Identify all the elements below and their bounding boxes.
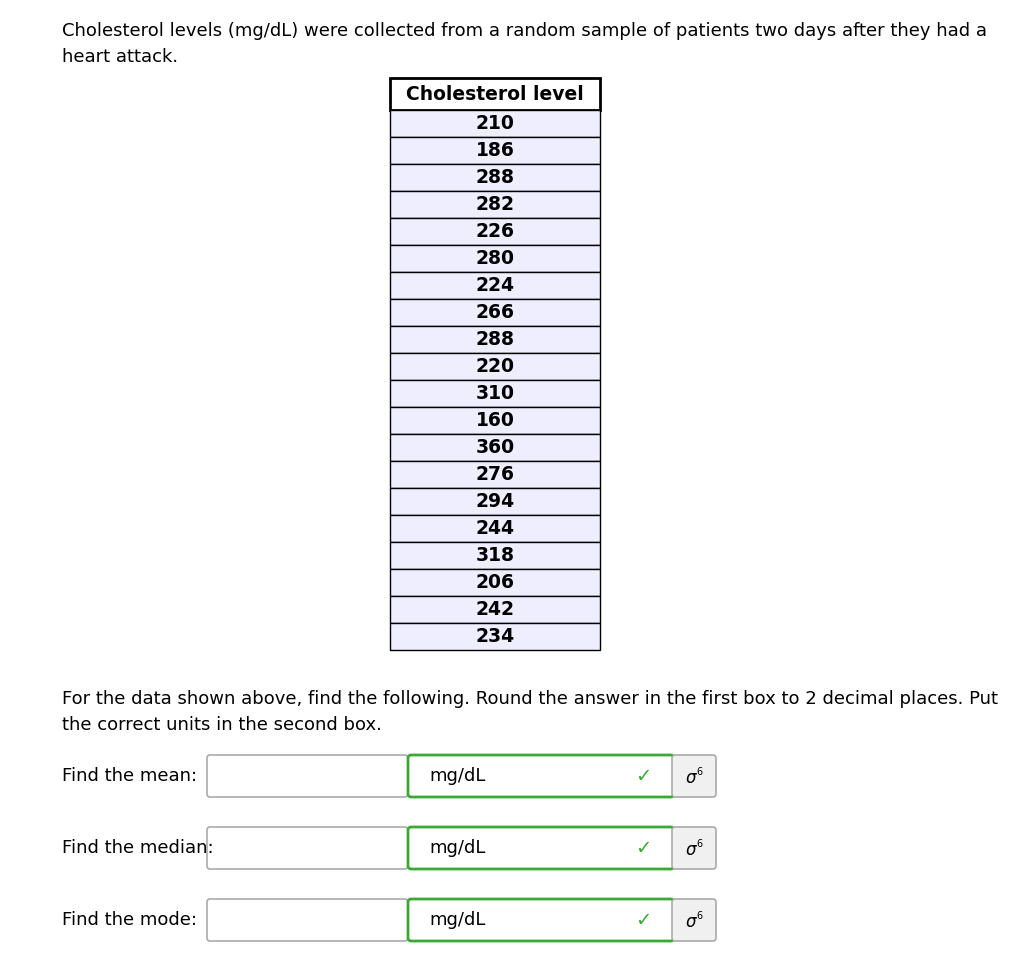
Bar: [390, 78, 600, 110]
FancyBboxPatch shape: [408, 755, 674, 797]
Text: mg/dL: mg/dL: [429, 839, 485, 857]
Bar: [390, 407, 600, 434]
Bar: [390, 110, 600, 137]
FancyBboxPatch shape: [672, 755, 716, 797]
Text: 6: 6: [696, 767, 702, 777]
Text: 280: 280: [475, 249, 514, 268]
Text: 6: 6: [696, 839, 702, 849]
Text: 6: 6: [696, 911, 702, 921]
FancyBboxPatch shape: [207, 899, 408, 941]
Bar: [390, 218, 600, 245]
Text: ✓: ✓: [635, 767, 651, 786]
FancyBboxPatch shape: [207, 827, 408, 869]
FancyBboxPatch shape: [408, 827, 674, 869]
Bar: [390, 623, 600, 650]
Text: Find the median:: Find the median:: [62, 839, 214, 857]
Text: 266: 266: [475, 303, 514, 322]
Text: Cholesterol levels (mg/dL) were collected from a random sample of patients two d: Cholesterol levels (mg/dL) were collecte…: [62, 22, 987, 67]
Text: 318: 318: [475, 546, 514, 565]
FancyBboxPatch shape: [672, 899, 716, 941]
Text: mg/dL: mg/dL: [429, 911, 485, 929]
Bar: [390, 326, 600, 353]
Text: 186: 186: [475, 141, 514, 160]
Text: 310: 310: [475, 384, 514, 403]
Bar: [390, 272, 600, 299]
Text: Find the mode:: Find the mode:: [62, 911, 197, 929]
Bar: [390, 245, 600, 272]
Text: 224: 224: [475, 276, 514, 295]
Bar: [390, 542, 600, 569]
Bar: [390, 164, 600, 191]
FancyBboxPatch shape: [672, 827, 716, 869]
Bar: [390, 137, 600, 164]
Text: 282: 282: [475, 195, 514, 214]
Bar: [390, 191, 600, 218]
Bar: [390, 569, 600, 596]
Text: 242: 242: [475, 600, 514, 619]
Text: 276: 276: [475, 465, 514, 484]
Text: 288: 288: [475, 168, 514, 187]
Text: 210: 210: [475, 114, 514, 133]
Bar: [390, 353, 600, 380]
Text: 294: 294: [475, 492, 515, 511]
Bar: [390, 488, 600, 515]
Text: Find the mean:: Find the mean:: [62, 767, 198, 785]
Bar: [390, 461, 600, 488]
Text: 288: 288: [475, 330, 514, 349]
Text: 220: 220: [475, 357, 514, 376]
Text: 244: 244: [475, 519, 514, 538]
Bar: [390, 380, 600, 407]
Text: 360: 360: [475, 438, 515, 457]
Text: 206: 206: [475, 573, 514, 592]
Text: mg/dL: mg/dL: [429, 767, 485, 785]
FancyBboxPatch shape: [207, 755, 408, 797]
Bar: [390, 299, 600, 326]
Bar: [390, 434, 600, 461]
Text: ✓: ✓: [635, 910, 651, 929]
Text: 226: 226: [475, 222, 514, 241]
Text: σ: σ: [686, 913, 696, 931]
Bar: [390, 515, 600, 542]
Bar: [390, 596, 600, 623]
Text: 234: 234: [475, 627, 515, 646]
Text: ✓: ✓: [635, 838, 651, 858]
Text: For the data shown above, find the following. Round the answer in the first box : For the data shown above, find the follo…: [62, 690, 998, 734]
Text: σ: σ: [686, 769, 696, 787]
Text: 160: 160: [475, 411, 514, 430]
FancyBboxPatch shape: [408, 899, 674, 941]
Text: Cholesterol level: Cholesterol level: [407, 84, 584, 103]
Text: σ: σ: [686, 841, 696, 859]
